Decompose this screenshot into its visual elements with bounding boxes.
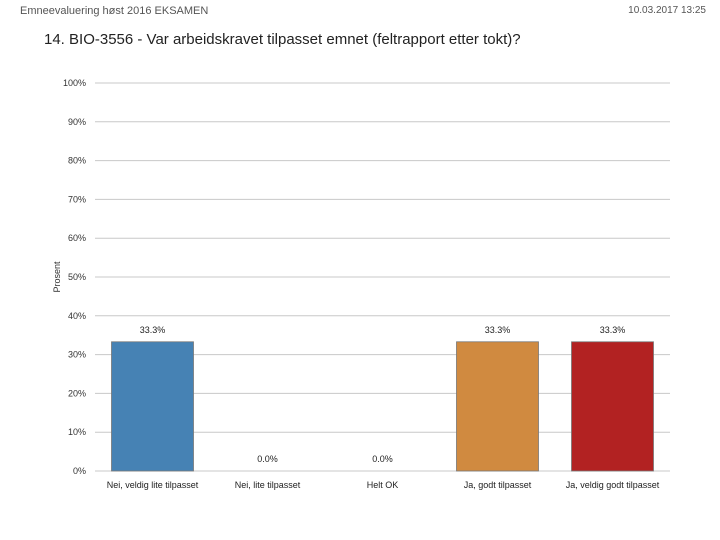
bar <box>456 341 539 472</box>
data-labels: 33.3% 0.0% 0.0% 33.3% 33.3% <box>140 325 626 464</box>
category-label: Ja, godt tilpasset <box>464 480 532 490</box>
category-label: Nei, lite tilpasset <box>235 480 301 490</box>
y-tick-label: 10% <box>68 427 86 437</box>
bar <box>571 341 654 472</box>
report-timestamp: 10.03.2017 13:25 <box>628 5 706 16</box>
y-tick-label: 90% <box>68 117 86 127</box>
y-tick-label: 50% <box>68 272 86 282</box>
y-tick-label: 70% <box>68 194 86 204</box>
data-label: 0.0% <box>257 454 278 464</box>
data-label: 0.0% <box>372 454 393 464</box>
bar <box>111 341 194 472</box>
y-axis-label: Prosent <box>52 261 62 293</box>
bars <box>111 341 654 472</box>
y-axis-ticks: 0% 10% 20% 30% 40% 50% 60% 70% 80% 90% 100% <box>63 78 86 476</box>
y-tick-label: 80% <box>68 156 86 166</box>
question-title: 14. BIO-3556 - Var arbeidskravet tilpass… <box>44 31 521 48</box>
category-label: Ja, veldig godt tilpasset <box>566 480 660 490</box>
y-tick-label: 0% <box>73 466 86 476</box>
data-label: 33.3% <box>140 325 166 335</box>
survey-title: Emneevaluering høst 2016 EKSAMEN <box>20 5 209 17</box>
category-label: Nei, veldig lite tilpasset <box>107 480 199 490</box>
y-tick-label: 30% <box>68 350 86 360</box>
y-tick-label: 60% <box>68 233 86 243</box>
y-tick-label: 20% <box>68 388 86 398</box>
y-tick-label: 40% <box>68 311 86 321</box>
category-labels: Nei, veldig lite tilpasset Nei, lite tilp… <box>107 480 660 490</box>
data-label: 33.3% <box>485 325 511 335</box>
category-label: Helt OK <box>367 480 399 490</box>
data-label: 33.3% <box>600 325 626 335</box>
y-tick-label: 100% <box>63 78 86 88</box>
